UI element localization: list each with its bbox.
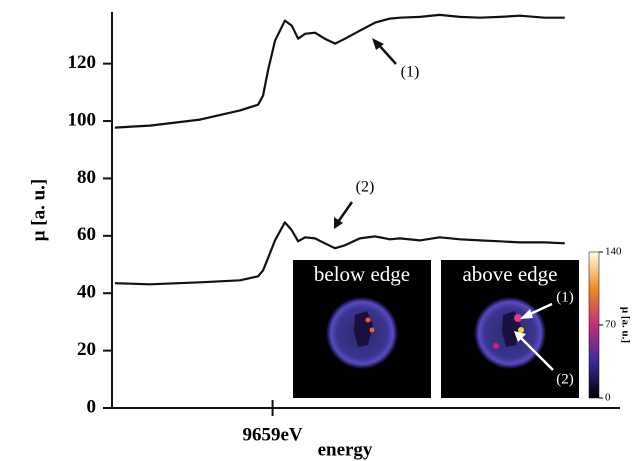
y-tick-label: 40 bbox=[77, 282, 96, 303]
image-detail bbox=[370, 328, 375, 333]
annotation: (2) bbox=[356, 179, 375, 196]
y-tick-label: 0 bbox=[87, 396, 97, 417]
panel-title: below edge bbox=[314, 262, 410, 286]
y-axis-label: μ [a. u.] bbox=[28, 179, 49, 242]
inset: below edge above edge (1) (2) μ [a. u.] bbox=[293, 252, 631, 398]
x-tick-label: 9659eV bbox=[242, 424, 302, 445]
y-tick-label: 120 bbox=[68, 52, 97, 73]
y-tick-label: 60 bbox=[77, 224, 96, 245]
colorbar bbox=[589, 252, 599, 398]
chart: μ [a. u.] energy (1) (2) below edge abov… bbox=[0, 0, 634, 461]
colorbar-tick-label: 140 bbox=[605, 246, 622, 258]
image-detail bbox=[366, 318, 371, 323]
y-tick-label: 80 bbox=[77, 167, 96, 188]
arrow bbox=[338, 202, 352, 222]
image-detail bbox=[493, 343, 499, 349]
colorbar-tick-label: 0 bbox=[605, 392, 611, 404]
y-tick-label: 100 bbox=[68, 109, 97, 130]
x-axis-label: energy bbox=[318, 439, 373, 460]
image-detail bbox=[518, 327, 524, 333]
annotations: (1) (2) bbox=[334, 38, 419, 229]
arrow bbox=[378, 44, 396, 64]
colorbar-tick-label: 70 bbox=[605, 319, 617, 331]
inset-marker: (2) bbox=[556, 371, 574, 387]
inset-marker: (1) bbox=[556, 289, 574, 305]
series-line bbox=[115, 15, 565, 128]
colorbar-label: μ [a. u.] bbox=[619, 307, 631, 343]
panel-title: above edge bbox=[462, 262, 557, 286]
y-tick-label: 20 bbox=[77, 339, 96, 360]
image-detail bbox=[514, 314, 522, 322]
annotation: (1) bbox=[401, 64, 420, 81]
